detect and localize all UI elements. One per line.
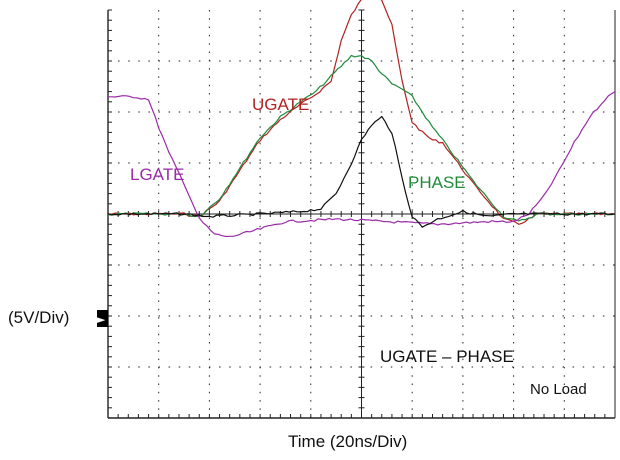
trace-ugate-phase <box>107 115 616 228</box>
ground-marker-icon: ► <box>97 313 106 326</box>
phase-label: PHASE <box>408 173 466 192</box>
y-axis-label: (5V/Div) <box>8 308 69 327</box>
traces <box>107 0 616 238</box>
grid <box>107 9 616 419</box>
ugate-label: UGATE <box>252 95 309 114</box>
ground-marker-box <box>97 310 108 327</box>
ugate-phase-label: UGATE – PHASE <box>380 347 514 366</box>
x-axis-label: Time (20ns/Div) <box>288 432 407 451</box>
no-load-note: No Load <box>530 381 587 398</box>
lgate-label: LGATE <box>130 165 184 184</box>
